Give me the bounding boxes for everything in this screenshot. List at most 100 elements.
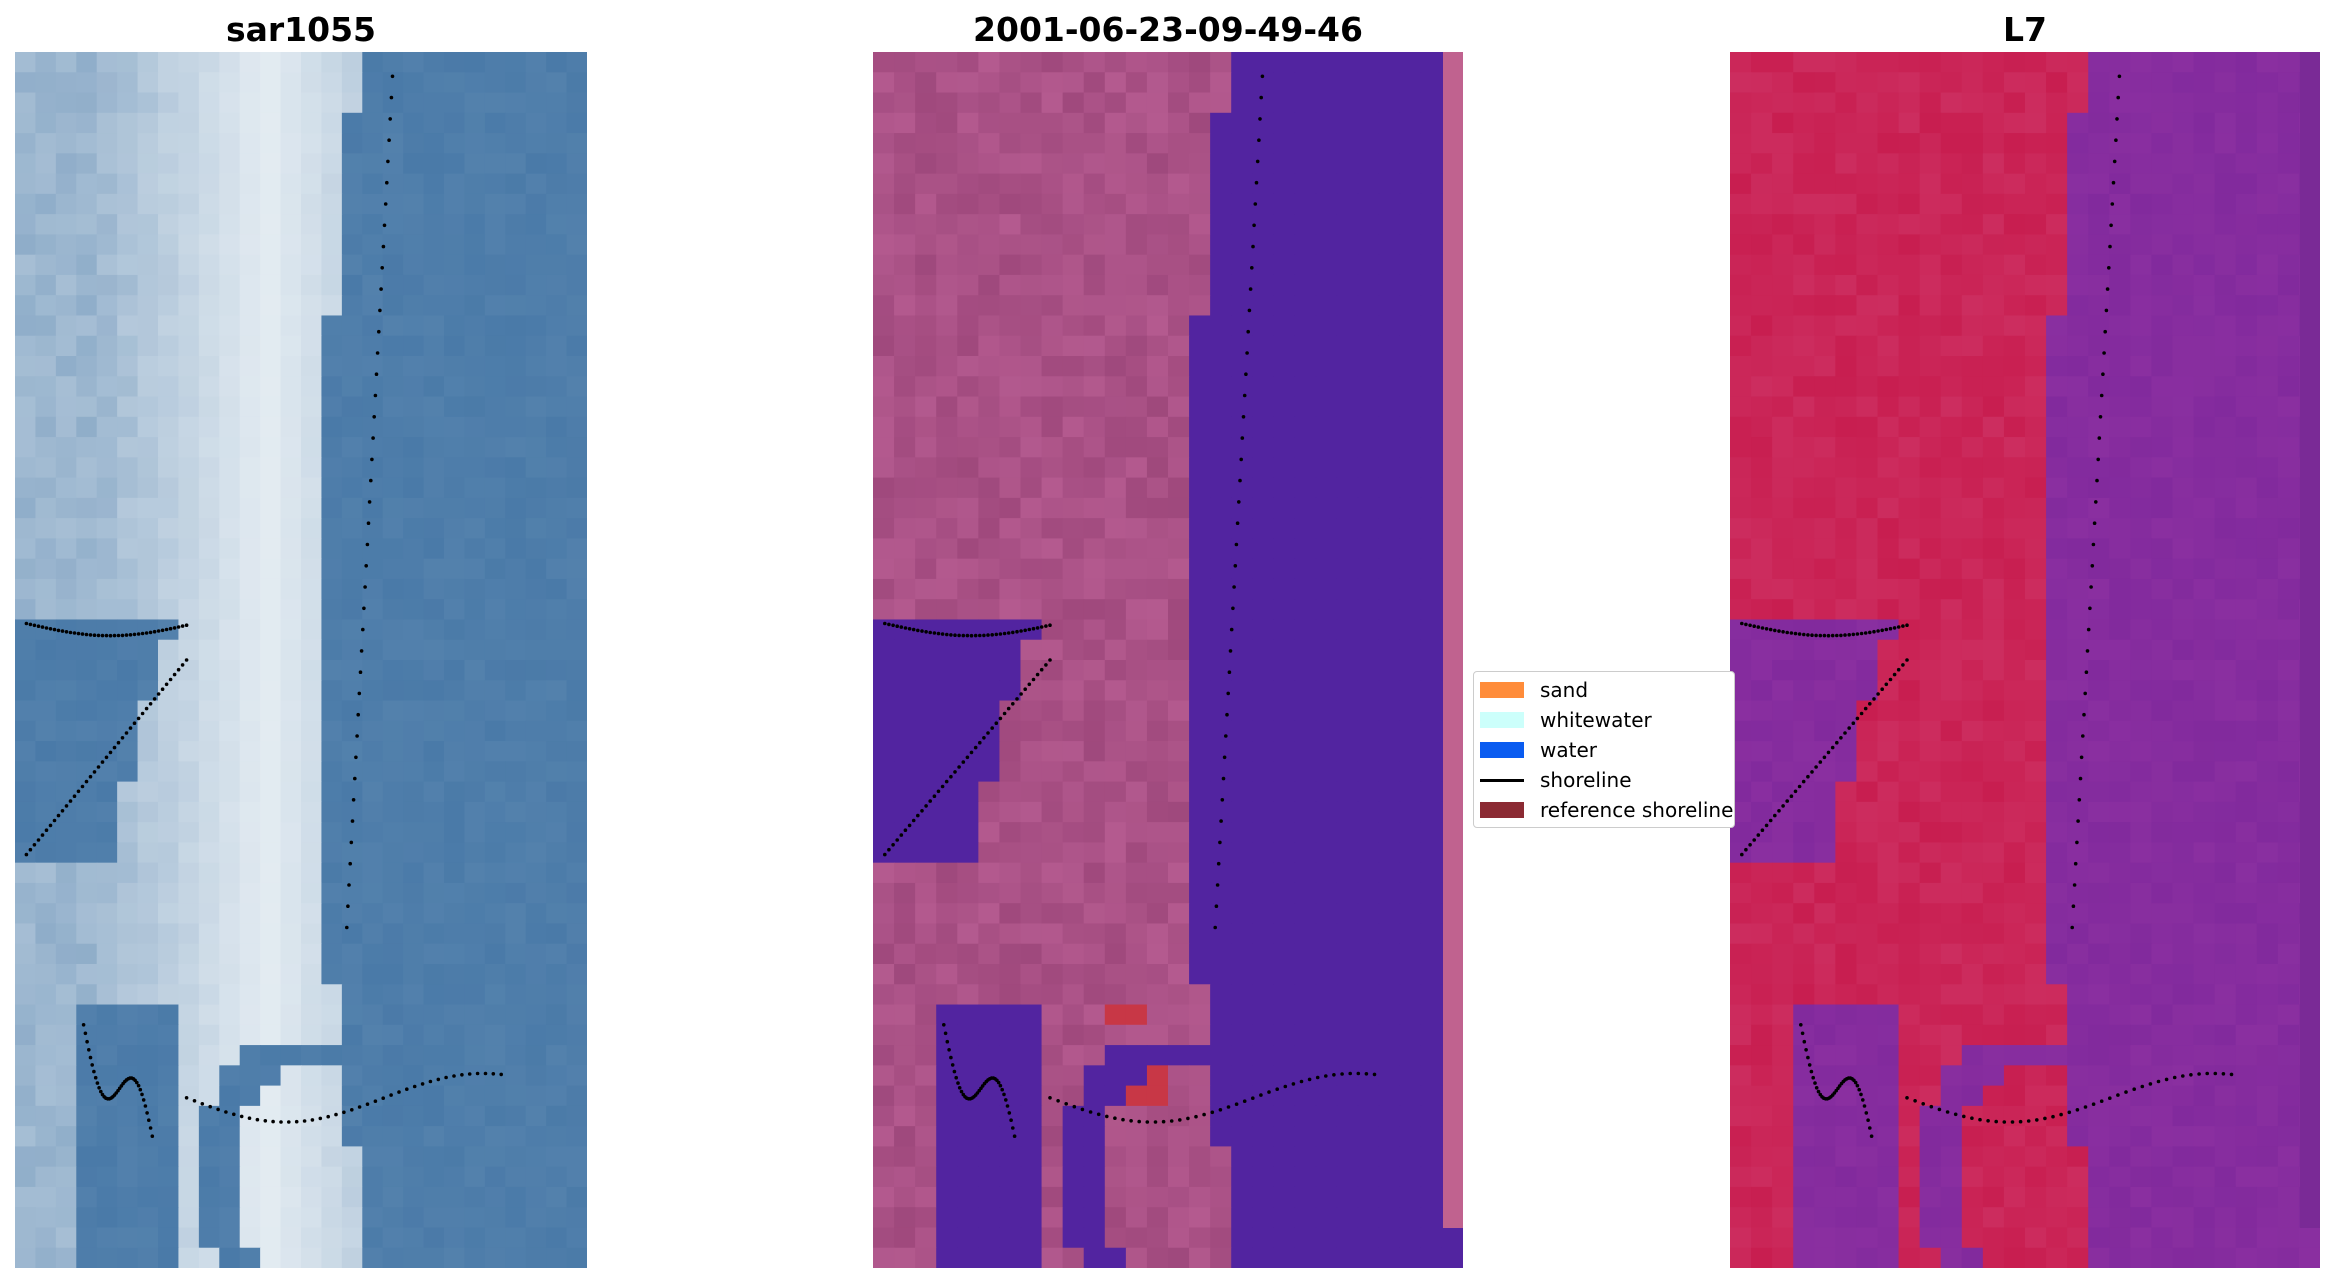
image-pixel <box>1399 578 1422 600</box>
image-pixel <box>2046 315 2068 337</box>
image-pixel <box>1751 619 1773 641</box>
image-pixel <box>260 741 282 762</box>
image-pixel <box>978 558 1001 580</box>
shoreline-dot <box>24 621 29 626</box>
image-pixel <box>1041 1105 1064 1127</box>
image-pixel <box>915 295 937 317</box>
image-pixel <box>55 1045 77 1066</box>
image-pixel <box>2151 700 2174 722</box>
image-pixel <box>894 173 916 195</box>
image-pixel <box>403 376 425 398</box>
image-pixel <box>1020 923 1043 945</box>
image-pixel <box>219 599 241 621</box>
image-pixel <box>1146 376 1169 398</box>
shoreline-dot <box>374 372 379 377</box>
image-pixel <box>137 193 159 215</box>
image-pixel <box>382 173 404 195</box>
image-pixel <box>1772 720 1794 742</box>
image-pixel <box>464 234 486 256</box>
image-pixel <box>1793 518 1815 539</box>
image-pixel <box>55 234 77 256</box>
image-pixel <box>198 52 220 73</box>
image-pixel <box>566 923 587 945</box>
image-pixel <box>484 416 506 438</box>
image-pixel <box>1294 518 1317 539</box>
image-pixel <box>444 173 466 195</box>
image-pixel <box>1357 903 1380 925</box>
image-pixel <box>239 1227 261 1249</box>
image-pixel <box>1336 315 1359 337</box>
image-pixel <box>1168 356 1190 377</box>
image-pixel <box>1919 801 1942 823</box>
image-pixel <box>198 1146 220 1168</box>
image-pixel <box>894 619 916 641</box>
image-pixel <box>2235 558 2258 580</box>
image-pixel <box>2277 92 2300 114</box>
shoreline-dot <box>147 1118 151 1122</box>
image-pixel <box>1252 1247 1274 1268</box>
image-pixel <box>1062 92 1085 114</box>
image-pixel <box>1793 720 1815 742</box>
image-pixel <box>158 842 180 864</box>
image-pixel <box>117 416 139 438</box>
image-pixel <box>873 1207 895 1229</box>
image-pixel <box>978 254 1001 276</box>
image-pixel <box>1856 801 1879 823</box>
image-pixel <box>546 416 568 438</box>
image-pixel <box>873 315 895 337</box>
image-pixel <box>362 477 384 499</box>
image-pixel <box>1020 619 1043 641</box>
image-pixel <box>444 356 466 377</box>
image-pixel <box>525 457 547 479</box>
image-pixel <box>1315 376 1338 398</box>
image-pixel <box>1146 1045 1169 1066</box>
image-pixel <box>1210 923 1232 945</box>
image-pixel <box>117 153 139 175</box>
image-pixel <box>999 295 1022 317</box>
image-pixel <box>1835 112 1858 134</box>
image-pixel <box>1856 923 1879 945</box>
image-pixel <box>321 193 343 215</box>
shoreline-dot <box>124 731 129 735</box>
image-pixel <box>464 1186 486 1208</box>
image-pixel <box>1294 984 1317 1006</box>
image-pixel <box>2130 518 2153 539</box>
shoreline-dot <box>168 677 173 682</box>
image-pixel <box>1104 619 1127 641</box>
image-pixel <box>1062 356 1085 377</box>
image-pixel <box>1189 335 1211 357</box>
image-pixel <box>1104 822 1127 843</box>
image-pixel <box>1273 761 1296 783</box>
image-pixel <box>2046 112 2068 134</box>
image-pixel <box>362 112 384 134</box>
image-pixel <box>362 538 384 560</box>
image-pixel <box>894 254 916 276</box>
image-pixel <box>55 923 77 945</box>
image-pixel <box>423 578 445 600</box>
image-pixel <box>1772 477 1794 499</box>
image-pixel <box>219 1105 241 1127</box>
image-pixel <box>2046 801 2068 823</box>
shoreline-dot <box>1251 1096 1255 1100</box>
image-pixel <box>1399 943 1422 965</box>
image-pixel <box>219 578 241 600</box>
shoreline-dot <box>1072 1104 1077 1109</box>
image-pixel <box>957 274 979 296</box>
image-pixel <box>35 1166 57 1188</box>
image-pixel <box>546 234 568 256</box>
image-pixel <box>1877 882 1900 904</box>
image-pixel <box>198 781 220 803</box>
shoreline-dot <box>318 1116 323 1121</box>
image-pixel <box>96 1004 118 1026</box>
image-pixel <box>1231 133 1253 154</box>
image-pixel <box>2067 660 2089 681</box>
image-pixel <box>978 1004 1001 1026</box>
image-pixel <box>464 984 486 1006</box>
shoreline-dot <box>389 1093 393 1097</box>
image-pixel <box>999 477 1022 499</box>
image-pixel <box>301 538 323 560</box>
image-pixel <box>1273 923 1296 945</box>
image-pixel <box>1168 680 1190 702</box>
image-pixel <box>2025 599 2047 621</box>
image-pixel <box>1252 1207 1274 1229</box>
